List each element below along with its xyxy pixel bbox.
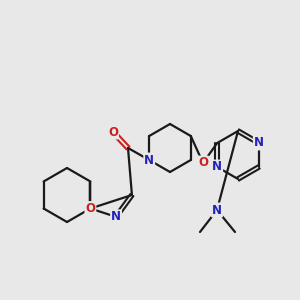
Text: O: O bbox=[108, 125, 118, 139]
Text: O: O bbox=[198, 157, 208, 169]
Text: N: N bbox=[212, 160, 222, 173]
Text: N: N bbox=[111, 210, 121, 223]
Text: N: N bbox=[254, 136, 264, 149]
Text: N: N bbox=[212, 203, 222, 217]
Text: O: O bbox=[85, 202, 95, 215]
Text: N: N bbox=[144, 154, 154, 166]
